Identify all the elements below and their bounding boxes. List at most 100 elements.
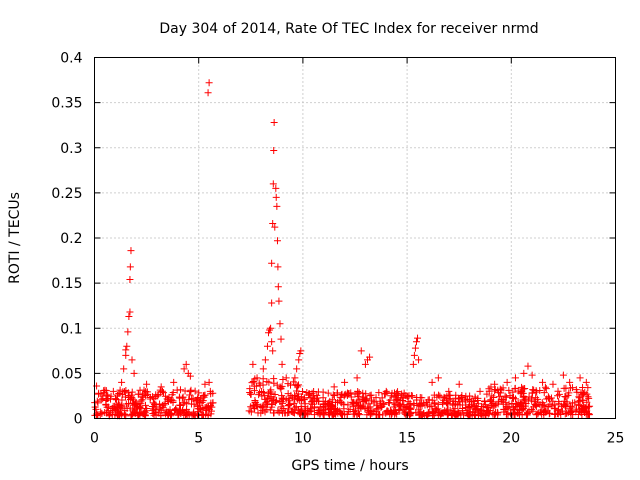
data-point xyxy=(263,397,271,405)
data-point xyxy=(176,386,184,394)
data-point xyxy=(524,362,532,370)
data-point xyxy=(365,400,373,408)
data-point xyxy=(511,374,519,382)
data-point xyxy=(367,411,375,419)
data-point xyxy=(279,405,287,413)
data-point xyxy=(462,404,470,412)
data-point xyxy=(345,389,353,397)
data-point xyxy=(407,410,415,418)
data-point xyxy=(387,411,395,419)
y-axis-title: ROTI / TECUs xyxy=(7,192,23,284)
data-point xyxy=(257,403,265,411)
data-point xyxy=(190,408,198,416)
data-point xyxy=(128,388,136,396)
data-point xyxy=(265,378,273,386)
data-point xyxy=(199,397,207,405)
data-point xyxy=(335,397,343,405)
y-tick-label: 0.3 xyxy=(60,141,82,157)
data-point xyxy=(370,397,378,405)
data-point xyxy=(341,378,349,386)
data-point xyxy=(113,402,121,410)
data-point xyxy=(107,409,115,417)
data-point xyxy=(383,408,391,416)
data-point xyxy=(414,334,422,342)
data-point xyxy=(246,388,254,396)
data-point xyxy=(125,313,133,321)
data-point xyxy=(519,385,527,393)
data-point xyxy=(287,407,295,415)
data-point xyxy=(255,391,263,399)
data-point xyxy=(365,406,373,414)
data-point xyxy=(352,399,360,407)
data-point xyxy=(336,407,344,415)
data-point xyxy=(268,403,276,411)
data-point xyxy=(571,399,579,407)
data-point xyxy=(271,223,279,231)
data-point xyxy=(146,395,154,403)
data-point xyxy=(115,390,123,398)
data-point xyxy=(509,388,517,396)
data-point xyxy=(497,395,505,403)
data-point xyxy=(308,397,316,405)
data-point xyxy=(270,118,278,126)
data-point xyxy=(284,402,292,410)
data-point xyxy=(305,391,313,399)
data-point xyxy=(151,408,159,416)
data-point xyxy=(504,410,512,418)
data-point xyxy=(268,338,276,346)
data-point xyxy=(269,395,277,403)
data-point xyxy=(551,411,559,419)
data-point xyxy=(465,411,473,419)
data-point xyxy=(278,382,286,390)
data-point xyxy=(494,389,502,397)
data-point xyxy=(258,407,266,415)
data-point xyxy=(393,389,401,397)
data-point xyxy=(127,247,135,255)
data-point xyxy=(274,263,282,271)
data-point xyxy=(514,387,522,395)
data-point xyxy=(298,387,306,395)
data-point xyxy=(412,338,420,346)
data-point xyxy=(126,308,134,316)
data-point xyxy=(529,389,537,397)
data-point xyxy=(434,400,442,408)
data-point xyxy=(307,407,315,415)
data-point xyxy=(248,379,256,387)
data-point xyxy=(361,360,369,368)
data-point xyxy=(148,403,156,411)
data-point xyxy=(128,356,136,364)
data-point xyxy=(428,378,436,386)
data-point xyxy=(487,396,495,404)
data-point xyxy=(514,408,522,416)
data-point xyxy=(293,365,301,373)
data-point xyxy=(480,398,488,406)
data-point xyxy=(380,400,388,408)
data-point xyxy=(126,276,134,284)
data-point xyxy=(186,388,194,396)
data-point xyxy=(397,402,405,410)
data-point xyxy=(183,410,191,418)
data-point xyxy=(278,360,286,368)
data-point xyxy=(112,407,120,415)
data-point xyxy=(541,383,549,391)
data-point xyxy=(136,403,144,411)
data-point xyxy=(376,397,384,405)
data-point xyxy=(173,407,181,415)
data-point xyxy=(353,374,361,382)
y-tick-label: 0.35 xyxy=(51,96,82,112)
data-point xyxy=(471,411,479,419)
data-point xyxy=(330,391,338,399)
data-point xyxy=(429,411,437,419)
data-point xyxy=(391,409,399,417)
data-point xyxy=(302,407,310,414)
data-point xyxy=(466,408,474,416)
data-point xyxy=(360,398,368,406)
data-point xyxy=(560,401,568,409)
data-point xyxy=(528,371,536,379)
data-point xyxy=(269,220,277,228)
data-point xyxy=(568,403,576,411)
data-point xyxy=(273,237,281,245)
data-point xyxy=(135,411,143,419)
data-point xyxy=(367,391,375,399)
data-point xyxy=(329,391,337,399)
